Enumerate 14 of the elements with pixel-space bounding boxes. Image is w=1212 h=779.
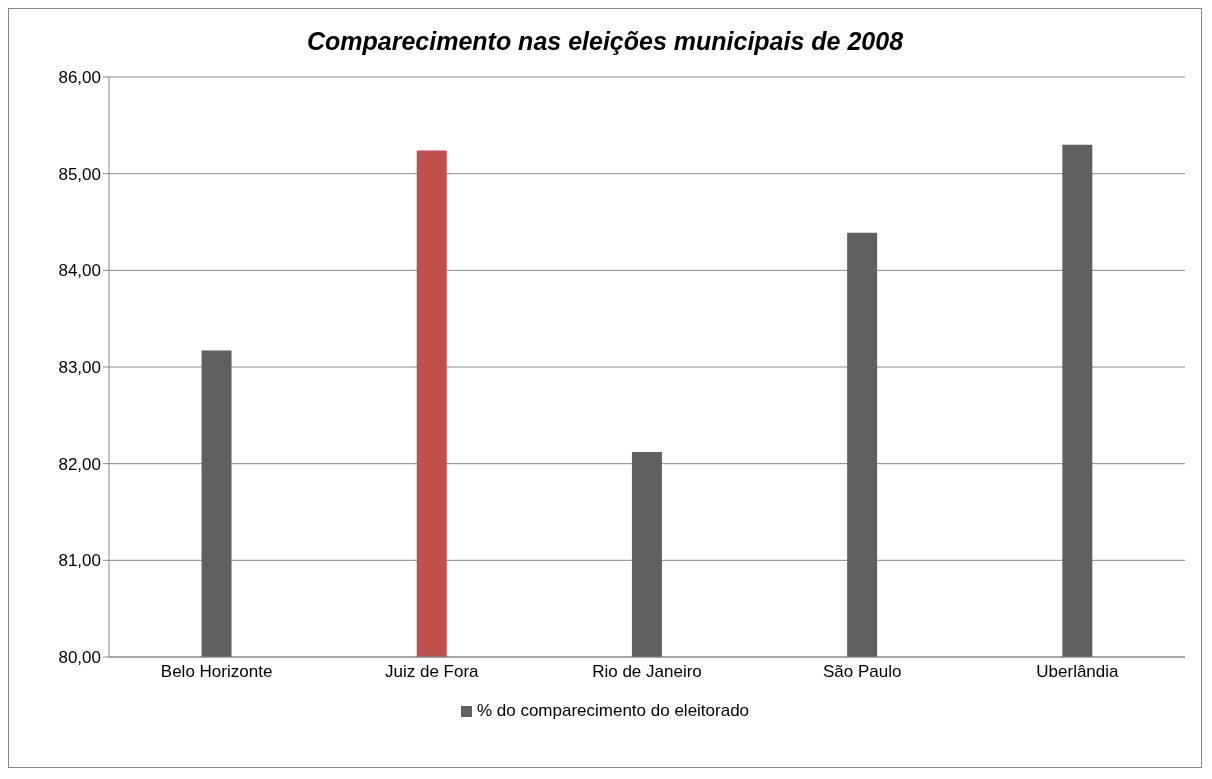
y-tick-label: 83,00: [58, 358, 101, 378]
chart-title: Comparecimento nas eleições municipais de 2008: [305, 26, 905, 57]
y-tick-label: 82,00: [58, 454, 101, 474]
x-tick-label: São Paulo: [822, 662, 902, 682]
x-tick-label: Rio de Janeiro: [592, 662, 702, 682]
x-tick-label: Juiz de Fora: [385, 662, 480, 682]
y-tick-label: 84,00: [58, 261, 101, 281]
y-tick-label: 85,00: [58, 164, 101, 184]
y-tick-label: 81,00: [58, 551, 101, 571]
y-tick-label: 80,00: [58, 648, 101, 668]
y-tick-label: 86,00: [58, 68, 101, 88]
legend-label: % do comparecimento do eleitorado: [476, 701, 750, 721]
x-tick-label: Uberlândia: [1036, 662, 1120, 682]
x-tick-label: Belo Horizonte: [160, 662, 273, 682]
